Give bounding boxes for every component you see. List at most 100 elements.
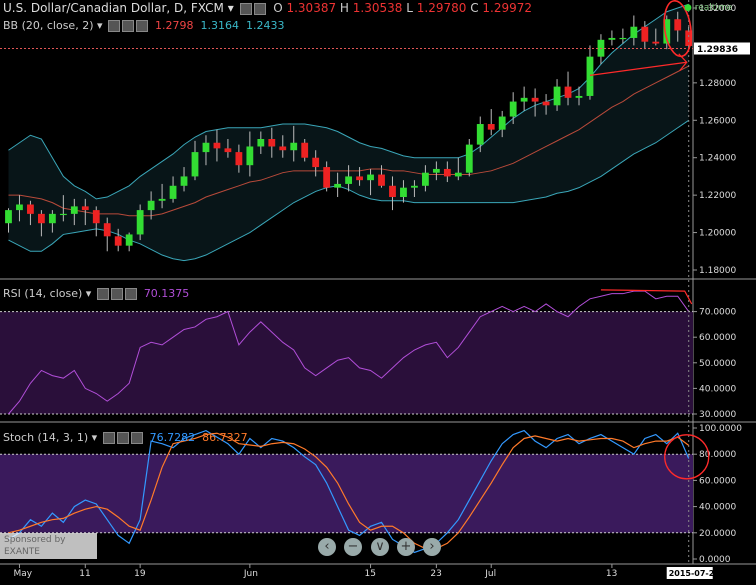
bb-legend: BB (20, close, 2) ▾ 1.2798 1.3164 1.2433 [3,19,285,32]
sponsor-box[interactable]: Sponsored by EXANTE [0,533,97,559]
zoom-in-button[interactable]: + [397,538,415,556]
ohlc-l-value: 1.29780 [416,1,467,15]
scroll-left-button[interactable]: ‹ [318,538,336,556]
zoom-out-button[interactable]: − [344,538,362,556]
candle [378,174,385,186]
rsi-band-fill [0,311,693,414]
x-axis-label: 19 [134,569,146,579]
price-y-tick-label: 1.18000 [699,266,736,276]
eye-icon[interactable] [96,288,109,300]
stoch-label[interactable]: Stoch (14, 3, 1) [3,431,89,444]
price-y-tick-label: 1.20000 [699,229,736,239]
x-axis-label: 11 [79,569,90,579]
eye-icon[interactable] [108,20,121,32]
bollinger-band-fill [8,4,689,261]
candle [663,19,671,44]
rsi-value: 70.1375 [143,287,190,300]
candle [279,146,287,151]
candle [246,146,254,166]
price-y-tick-label: 1.32000 [699,4,736,14]
gear-icon[interactable] [110,288,123,300]
rsi-label[interactable]: RSI (14, close) [3,287,83,300]
sponsor-text: Sponsored by EXANTE [4,535,66,557]
x-axis-label: Jun [243,569,258,579]
candle [202,142,210,153]
current-date-label: 2015-07-27 [669,569,720,578]
stoch-k-value: 76.7282 [149,431,196,444]
candle [564,86,572,98]
price-y-tick-label: 1.24000 [699,154,736,164]
gear-icon[interactable] [253,2,266,15]
candle [674,19,682,31]
candle [531,97,539,102]
stoch-y-tick-label: 20.0000 [699,529,736,539]
candle [290,142,298,151]
candle [411,185,418,188]
candle [169,185,177,199]
candle [498,116,506,130]
chevron-down-icon[interactable]: ▾ [227,1,234,15]
rsi-y-tick-label: 70.0000 [699,308,736,318]
rsi-y-tick-label: 30.0000 [699,410,736,420]
ohlc-c-value: 1.29972 [482,1,533,15]
candle [70,206,78,214]
candle [323,167,331,188]
eye-icon[interactable] [102,432,115,444]
stoch-y-tick-label: 80.0000 [699,450,736,460]
candle [301,142,309,158]
stoch-y-tick-label: 100.0000 [699,424,742,434]
candle [59,213,67,216]
candle [213,142,221,149]
chart-title[interactable]: U.S. Dollar/Canadian Dollar, D, FXCM [3,1,224,15]
last-price-tag [694,42,750,55]
rsi-line [8,290,690,415]
candle [81,206,89,211]
bb-label[interactable]: BB (20, close, 2) [3,19,94,32]
chevron-down-icon[interactable]: ▾ [97,19,103,32]
bb-upper-value: 1.2798 [155,19,194,32]
annotation-arrow-rsi [600,289,693,305]
ohlc-c-label: C [470,1,479,15]
candle [619,37,627,40]
candle [553,86,561,106]
rsi-y-tick-label: 40.0000 [699,384,736,394]
candle [542,101,550,106]
current-date-tag [666,567,713,579]
candle [345,176,352,184]
ohlc-l-label: L [406,1,413,15]
close-icon[interactable] [124,288,137,300]
reset-view-button[interactable]: ∨ [371,538,389,556]
candle [180,176,188,186]
chevron-down-icon[interactable]: ▾ [85,287,92,300]
x-axis-label: May [13,569,32,579]
gear-icon[interactable] [116,432,129,444]
x-axis-label: 15 [365,569,376,579]
annotation-circle-stoch [664,434,710,480]
close-icon[interactable] [136,20,149,32]
realtime-indicator: ● realtime [684,3,732,13]
gear-icon[interactable] [122,20,135,32]
candle [334,183,342,188]
realtime-dot-icon: ● [684,3,692,13]
price-y-tick-label: 1.26000 [699,116,736,126]
rsi-y-tick-label: 60.0000 [699,333,736,343]
chevron-down-icon[interactable]: ▾ [91,431,98,444]
chart-title-row: U.S. Dollar/Canadian Dollar, D, FXCM ▾ O… [3,1,532,15]
ohlc-o-value: 1.30387 [286,1,337,15]
candle [421,172,429,186]
candle [575,95,583,98]
candle [476,124,484,145]
candle [147,200,155,211]
settings-icon[interactable] [239,2,252,15]
x-axis-label: Jul [484,569,496,579]
realtime-label: realtime [694,3,733,13]
candle [389,185,396,198]
close-icon[interactable] [130,432,143,444]
candle [16,204,23,211]
scroll-right-button[interactable]: › [423,538,441,556]
candle [630,26,638,38]
candle [520,97,528,102]
candle [5,210,12,224]
